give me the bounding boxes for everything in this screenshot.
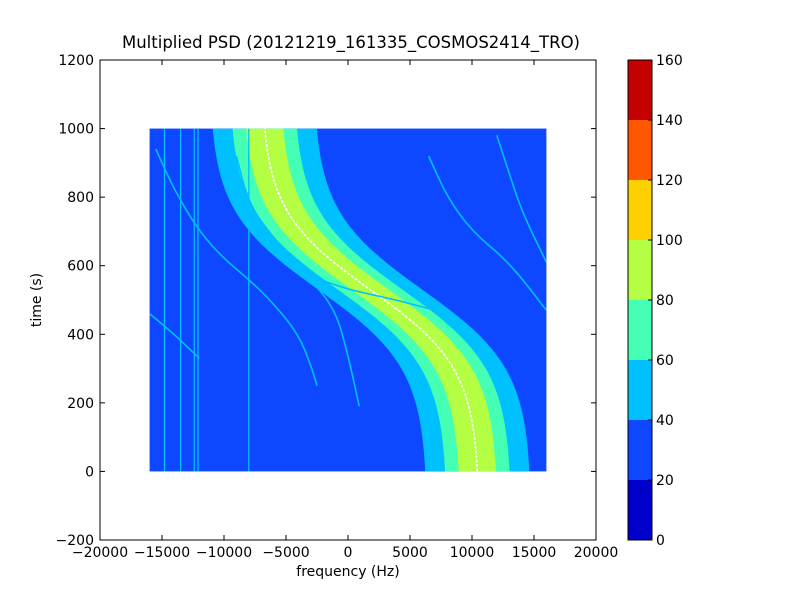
x-tick-label: 0 (344, 545, 353, 561)
x-tick-label: 5000 (392, 545, 428, 561)
x-axis-label: frequency (Hz) (296, 564, 399, 580)
colorbar-tick-label: 160 (656, 53, 683, 69)
side-trace-4 (427, 155, 547, 311)
colorbar-band (628, 180, 652, 240)
y-axis: −200 0 200 400 600 800 1000 1200 (56, 53, 596, 549)
main-trace-band-2 (246, 128, 496, 472)
side-trace-2 (220, 131, 523, 441)
x-tick-label: −20000 (72, 545, 128, 561)
colorbar: 0 20 40 60 80 100 120 140 160 (627, 53, 683, 549)
colorbar-tick-label: 100 (656, 233, 683, 249)
y-axis-label: time (s) (29, 273, 45, 327)
x-tick-label: 20000 (574, 545, 619, 561)
heatmap (149, 128, 547, 472)
y-tick-label: 400 (67, 327, 94, 343)
x-tick-label: −15000 (134, 545, 190, 561)
heatmap-content (149, 128, 547, 472)
y-tick-label: 1000 (58, 122, 94, 138)
colorbar-tick-label: 60 (656, 353, 674, 369)
chart-title: Multiplied PSD (20121219_161335_COSMOS24… (122, 33, 580, 53)
colorbar-band (628, 60, 652, 120)
side-trace-5 (496, 135, 547, 263)
colorbar-band (628, 120, 652, 180)
y-tick-label: 0 (85, 464, 94, 480)
side-trace-0 (155, 148, 318, 386)
y-tick-label: 600 (67, 259, 94, 275)
colorbar-tick-label: 0 (656, 533, 665, 549)
y-tick-label: 800 (67, 190, 94, 206)
colorbar-band (628, 240, 652, 300)
colorbar-tick-label: 40 (656, 413, 674, 429)
x-tick-label: −10000 (196, 545, 252, 561)
y-tick-label: −200 (56, 533, 94, 549)
y-tick-label: 200 (67, 396, 94, 412)
x-tick-label: 15000 (512, 545, 557, 561)
y-tick-label: 1200 (58, 53, 94, 69)
colorbar-tick-label: 140 (656, 113, 683, 129)
x-tick-label: 10000 (450, 545, 495, 561)
colorbar-tick-label: 20 (656, 473, 674, 489)
x-tick-label: −5000 (262, 545, 309, 561)
colorbar-tick-label: 120 (656, 173, 683, 189)
side-trace-3 (149, 313, 200, 359)
x-axis: −20000 −15000 −10000 −5000 0 5000 10000 15000 20… (72, 60, 618, 561)
side-trace-1 (235, 155, 360, 407)
main-trace-peak (264, 128, 479, 472)
colorbar-band (628, 300, 652, 360)
colorbar-band (628, 360, 652, 420)
colorbar-band (628, 420, 652, 480)
colorbar-band (628, 480, 652, 540)
colorbar-tick-label: 80 (656, 293, 674, 309)
